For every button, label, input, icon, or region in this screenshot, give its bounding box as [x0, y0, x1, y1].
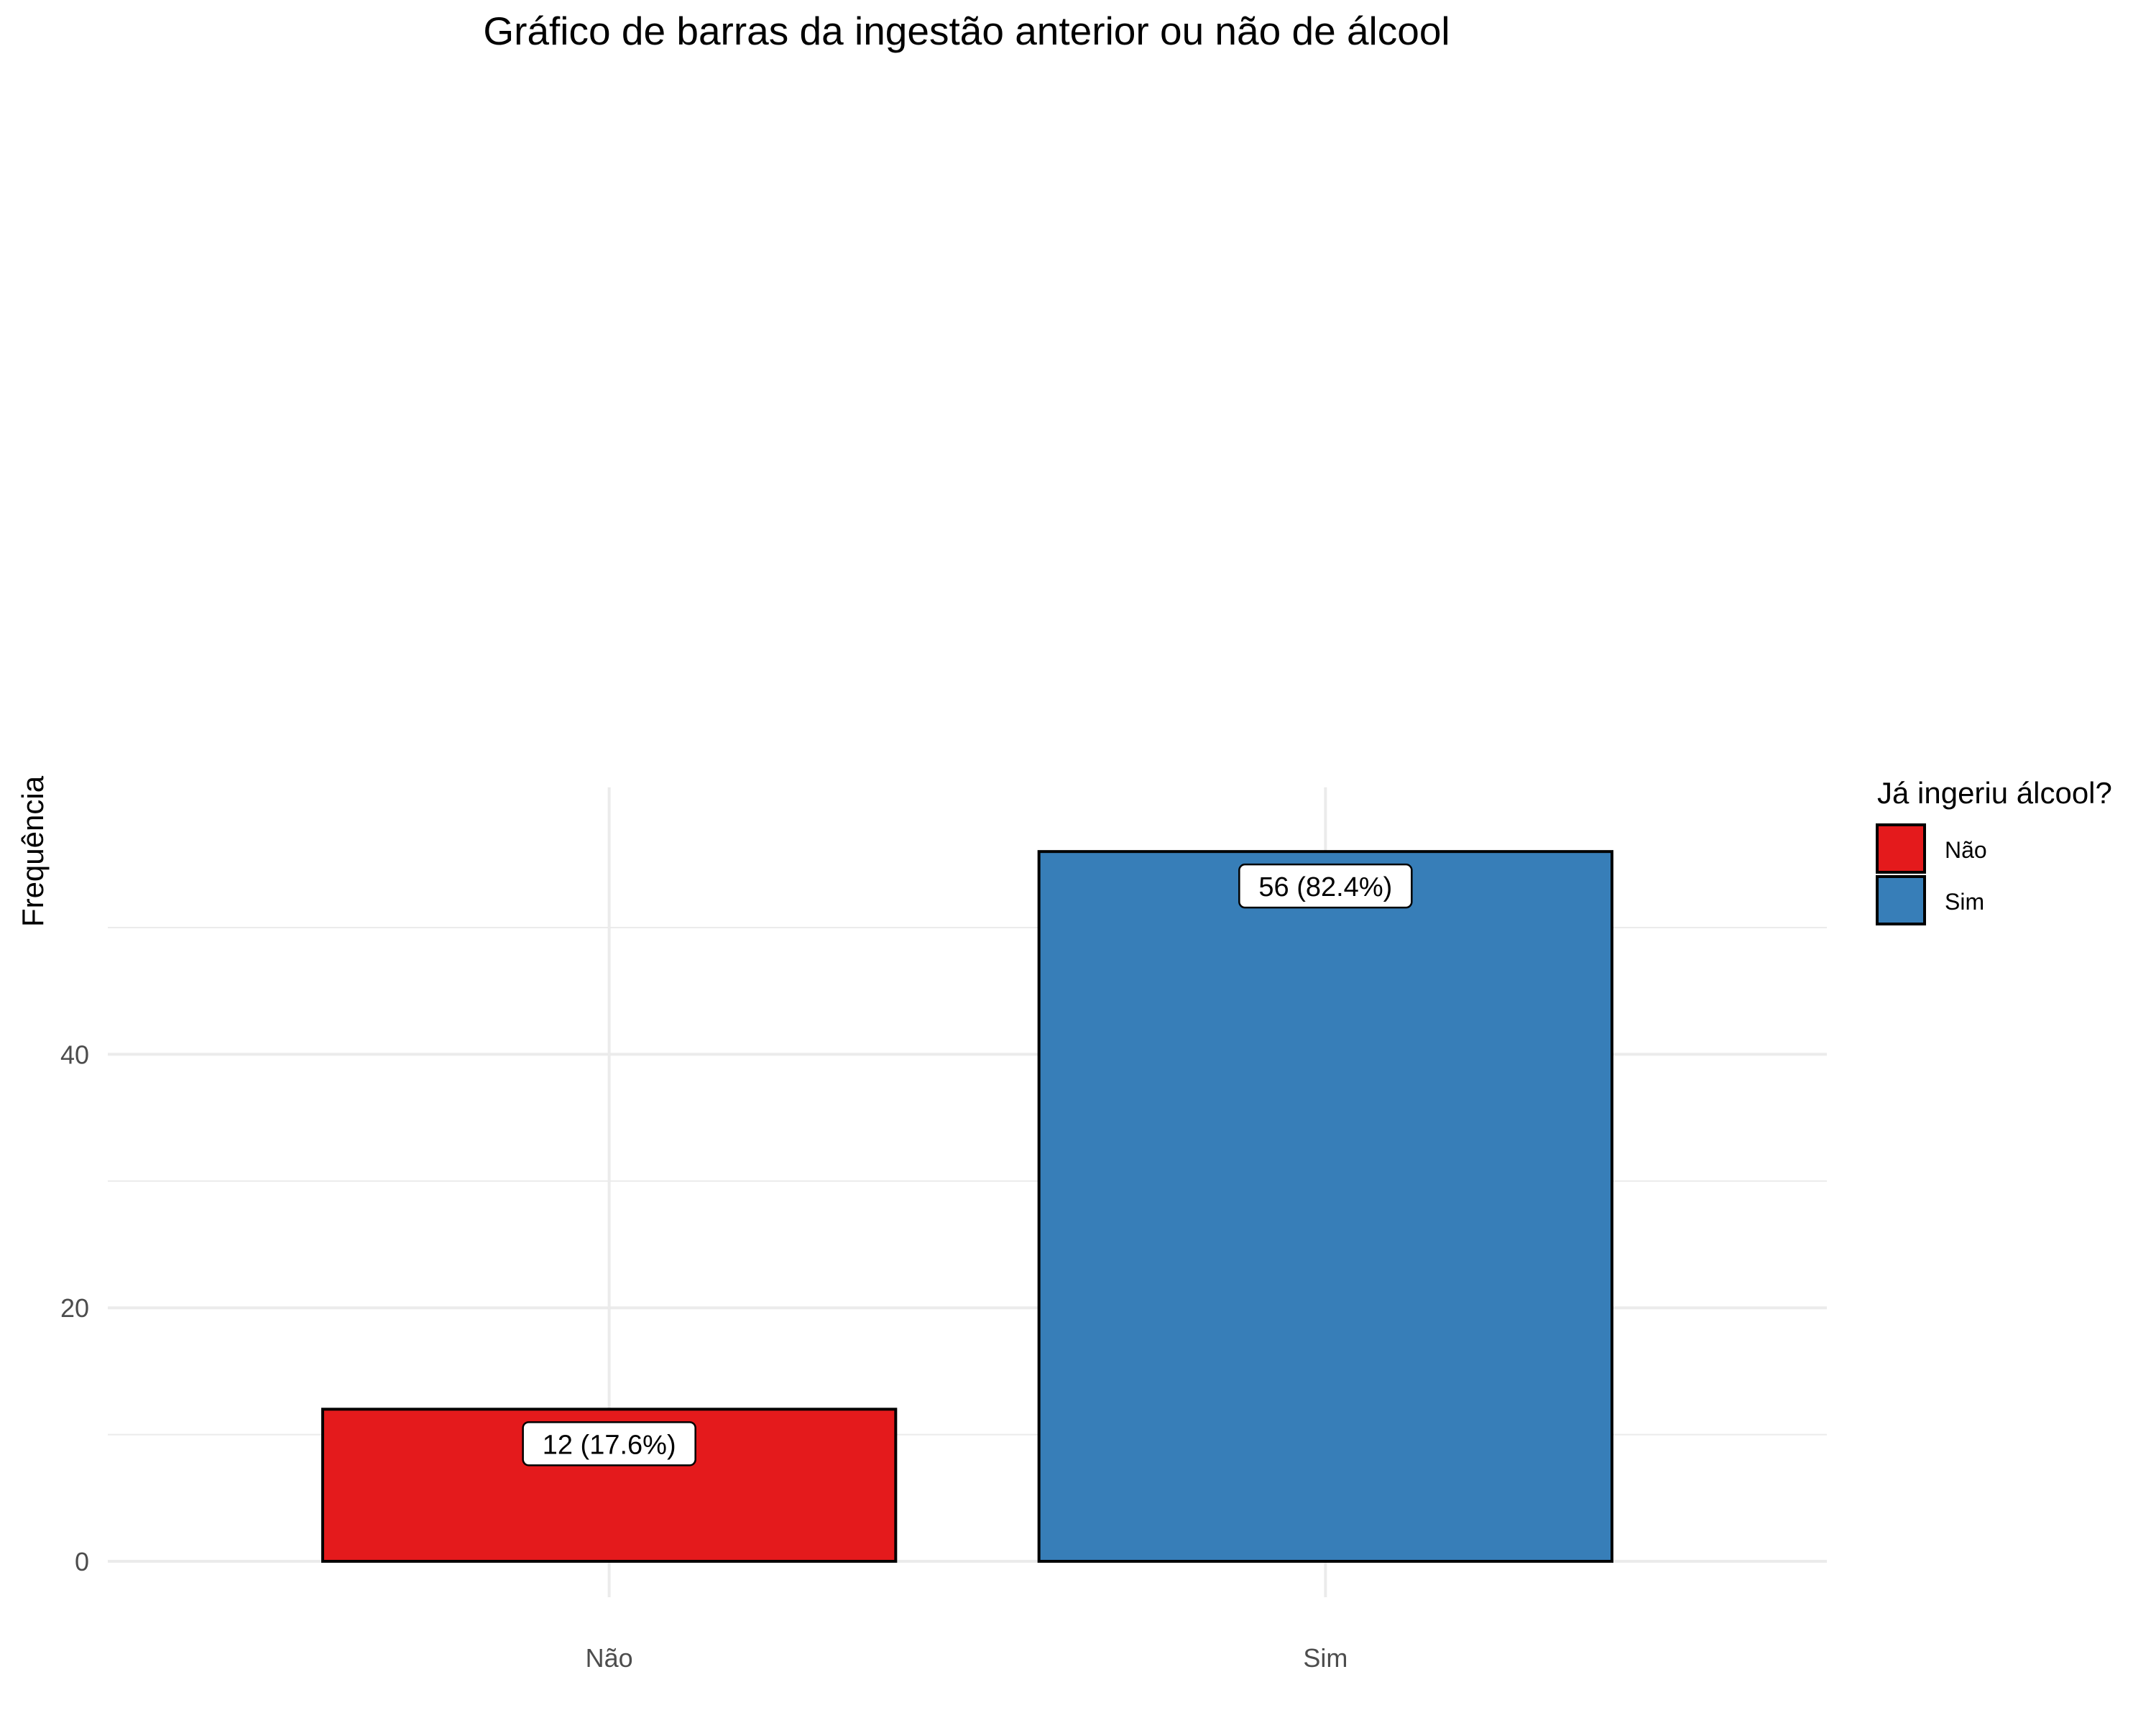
x-tick-label: Sim: [1303, 1643, 1348, 1673]
y-tick-label: 20: [60, 1293, 89, 1323]
data-label: 12 (17.6%): [522, 1421, 696, 1466]
x-tick-label: Não: [586, 1643, 633, 1673]
data-labels-layer: 12 (17.6%) 56 (82.4%): [522, 863, 1413, 1466]
legend-key: [1876, 823, 1926, 874]
chart-title: Gráfico de barras da ingestão anterior o…: [483, 9, 1450, 53]
legend-title: Já ingeriu álcool?: [1877, 776, 2112, 810]
data-label-text: 12 (17.6%): [543, 1430, 676, 1460]
data-label-text: 56 (82.4%): [1258, 872, 1392, 902]
legend: Já ingeriu álcool? Não Sim: [1876, 776, 2112, 925]
axes-layer: 0 20 40 Não Sim: [60, 1040, 1348, 1673]
y-tick-label: 0: [75, 1547, 89, 1576]
data-label-box: [522, 1421, 696, 1466]
bar-sim: [1037, 850, 1613, 1563]
bars-layer: [321, 850, 1613, 1563]
legend-key: [1876, 875, 1926, 925]
y-tick-label: 40: [60, 1040, 89, 1069]
legend-label: Sim: [1945, 889, 1984, 915]
data-label-box: [1238, 863, 1413, 909]
legend-label: Não: [1945, 837, 1987, 863]
data-label: 56 (82.4%): [1238, 863, 1413, 909]
y-axis-label: Frequência: [16, 775, 50, 927]
legend-items: Não Sim: [1876, 823, 1987, 925]
